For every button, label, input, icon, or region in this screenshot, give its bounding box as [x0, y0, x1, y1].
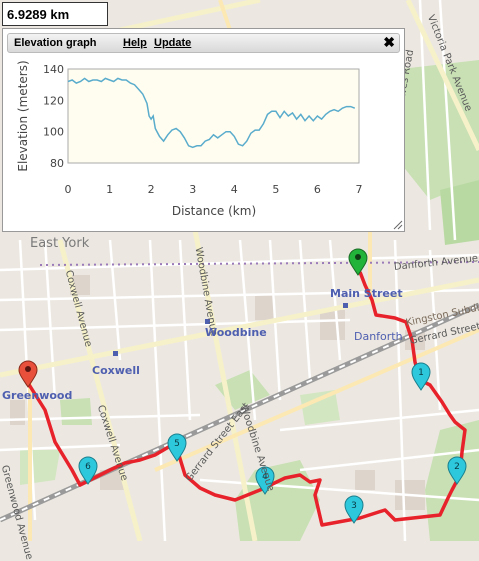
x-tick-label: 3 [189, 183, 196, 196]
waypoint-marker-4[interactable]: 4 [255, 466, 275, 495]
waypoint-pin-icon [78, 456, 98, 485]
x-tick-label: 2 [148, 183, 155, 196]
waypoint-number: 4 [262, 472, 268, 482]
waypoint-marker-3[interactable]: 3 [344, 495, 364, 524]
x-tick-label: 1 [106, 183, 113, 196]
subway-line [39, 261, 479, 266]
waypoint-pin-icon [255, 466, 275, 495]
map-canvas[interactable]: 1 2 3 4 5 6 [0, 0, 479, 541]
y-tick-label: 100 [43, 126, 64, 139]
waypoint-number: 1 [418, 368, 424, 378]
end-marker[interactable] [18, 360, 38, 388]
station-markers [113, 303, 348, 356]
waypoint-marker-1[interactable]: 1 [411, 362, 431, 391]
x-axis-ticks: 0 1 2 3 4 5 6 7 [65, 183, 363, 196]
waypoint-pin-icon [447, 456, 467, 485]
waypoint-pin-icon [167, 433, 187, 462]
waypoint-number: 5 [174, 439, 180, 449]
y-axis-ticks: 80 100 120 140 [43, 63, 64, 170]
waypoint-number: 2 [454, 462, 460, 472]
y-tick-label: 80 [50, 157, 64, 170]
waypoint-marker-6[interactable]: 6 [78, 456, 98, 485]
minor-streets [0, 0, 479, 541]
building-blocks [10, 275, 425, 510]
y-tick-label: 120 [43, 94, 64, 107]
waypoint-markers: 1 2 3 4 5 6 [78, 362, 467, 524]
waypoint-marker-5[interactable]: 5 [167, 433, 187, 462]
elevation-chart: 80 100 120 140 0 1 2 3 4 5 6 7 Distance (km) Eleva… [16, 60, 363, 218]
update-link[interactable]: Update [154, 37, 192, 49]
plot-area [67, 68, 360, 164]
x-tick-label: 4 [231, 183, 238, 196]
elevation-series-line [67, 77, 356, 149]
x-tick-label: 0 [65, 183, 72, 196]
y-axis-label: Elevation (meters) [16, 60, 30, 171]
waypoint-marker-2[interactable]: 2 [447, 456, 467, 485]
waypoint-pin-icon [411, 362, 431, 391]
x-tick-label: 6 [314, 183, 321, 196]
x-axis-label: Distance (km) [172, 204, 256, 218]
secondary-streets [28, 0, 479, 541]
panel-header[interactable]: Elevation graph Help Update ✖ [7, 33, 400, 53]
elevation-graph-panel: Elevation graph Help Update ✖ 80 100 120 14… [2, 28, 405, 232]
x-tick-label: 7 [356, 183, 363, 196]
waypoint-number: 6 [85, 462, 91, 472]
waypoint-pin-icon [344, 495, 364, 524]
panel-title: Elevation graph [14, 37, 97, 49]
close-icon[interactable]: ✖ [383, 34, 395, 50]
resize-handle-icon[interactable] [393, 220, 403, 230]
help-link[interactable]: Help [123, 37, 147, 49]
x-tick-label: 5 [272, 183, 279, 196]
y-tick-label: 140 [43, 63, 64, 76]
start-marker[interactable] [348, 248, 368, 276]
route-distance-readout: 6.9289 km [2, 2, 108, 26]
major-streets [0, 0, 479, 541]
waypoint-number: 3 [351, 501, 357, 511]
